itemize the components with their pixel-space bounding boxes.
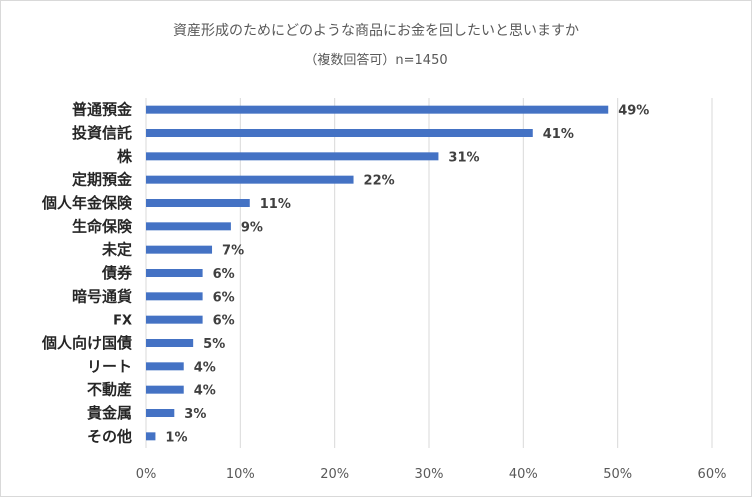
data-label: 6%: [213, 267, 235, 282]
category-label: 個人向け国債: [41, 334, 132, 352]
bar: [146, 292, 203, 301]
bar: [146, 222, 231, 231]
bar: [146, 269, 203, 277]
x-tick-label: 50%: [603, 467, 632, 482]
data-label: 4%: [194, 384, 216, 399]
data-label: 6%: [213, 314, 235, 329]
category-label: 普通預金: [72, 101, 133, 119]
category-label: リート: [87, 357, 132, 375]
category-label: 個人年金保険: [41, 194, 133, 212]
category-label: 貴金属: [87, 404, 132, 422]
bar: [146, 175, 354, 184]
category-label: 定期預金: [72, 171, 133, 189]
category-label: 生命保険: [72, 217, 133, 235]
category-label: 債券: [101, 264, 133, 282]
bar: [146, 152, 439, 161]
category-label: FX: [113, 314, 132, 329]
category-label: 未定: [101, 241, 132, 259]
data-label: 4%: [194, 360, 216, 375]
x-tick-label: 40%: [509, 467, 538, 482]
x-tick-label: 10%: [226, 467, 255, 482]
data-label: 41%: [543, 127, 574, 142]
data-label: 49%: [618, 104, 649, 119]
bar: [146, 315, 203, 324]
bar: [146, 199, 250, 207]
data-label: 22%: [364, 174, 395, 189]
category-label: 株: [117, 147, 133, 165]
bar: [146, 105, 609, 114]
x-tick-label: 20%: [320, 467, 349, 482]
bar: [146, 385, 184, 394]
category-label: 投資信託: [72, 124, 132, 142]
data-label: 6%: [213, 290, 235, 305]
x-tick-label: 60%: [698, 467, 727, 482]
category-label: 暗号通貨: [72, 287, 132, 305]
category-label: 不動産: [87, 381, 132, 399]
data-label: 9%: [241, 220, 263, 235]
bar: [146, 129, 533, 137]
bar: [146, 432, 156, 441]
data-label: 7%: [222, 244, 244, 259]
chart-subtitle: （複数回答可）n=1450: [304, 53, 448, 68]
x-tick-label: 0%: [136, 467, 157, 482]
category-label: その他: [87, 427, 132, 445]
x-tick-label: 30%: [415, 467, 444, 482]
data-label: 31%: [448, 150, 479, 165]
data-label: 5%: [203, 337, 225, 352]
chart-title: 資産形成のためにどのような商品にお金を回したいと思いますか: [173, 23, 579, 39]
bar: [146, 362, 184, 371]
data-label: 1%: [165, 430, 187, 445]
data-label: 11%: [260, 197, 291, 212]
data-label: 3%: [184, 407, 206, 422]
bar: [146, 245, 213, 254]
bar: [146, 339, 194, 347]
bar: [146, 409, 175, 417]
